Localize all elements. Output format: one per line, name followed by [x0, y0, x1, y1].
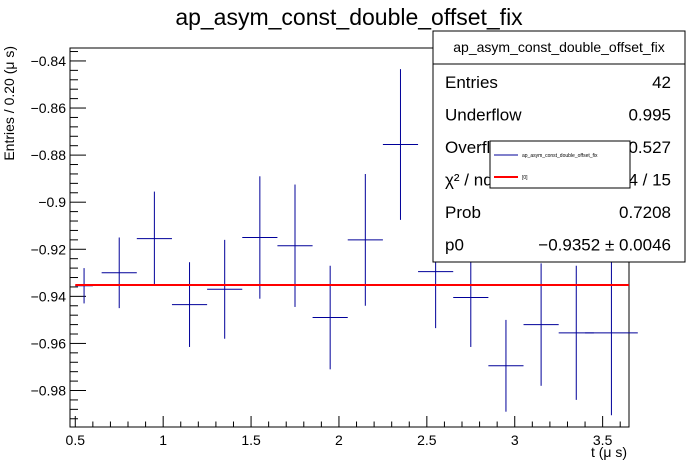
legend-label: ap_asym_const_double_offset_fix [522, 153, 598, 159]
x-tick-label: 3 [511, 432, 519, 448]
y-tick-label: −0.84 [31, 53, 67, 69]
data-point [382, 69, 419, 220]
x-tick-label: 1 [159, 432, 167, 448]
stats-label: p0 [445, 236, 464, 255]
y-tick-label: −0.88 [31, 147, 67, 163]
stats-label: Underflow [445, 106, 522, 125]
y-axis-label: Entries / 0.20 (μ s) [1, 46, 17, 161]
chart-title: ap_asym_const_double_offset_fix [175, 4, 523, 30]
data-point [488, 319, 524, 412]
stats-value: 0.7208 [619, 203, 671, 222]
data-point [347, 173, 383, 306]
y-tick-label: −0.98 [31, 383, 67, 399]
y-tick-label: −0.92 [31, 241, 67, 257]
y-tick-label: −0.86 [31, 100, 67, 116]
legend-frame [489, 140, 631, 189]
x-axis-label: t (μ s) [591, 444, 627, 460]
legend-label: [0] [522, 175, 528, 181]
data-point [453, 248, 489, 347]
x-tick-label: 2.5 [417, 432, 437, 448]
data-point [136, 191, 172, 286]
stats-value: −0.9352 ± 0.0046 [538, 236, 671, 255]
x-tick-label: 1.5 [241, 432, 261, 448]
stats-label: Entries [445, 73, 498, 92]
stats-value: 0.995 [628, 106, 671, 125]
y-tick-label: −0.94 [31, 288, 67, 304]
data-point [242, 176, 278, 299]
data-point [277, 184, 313, 307]
data-point [207, 239, 243, 339]
data-point [523, 263, 559, 386]
x-axis: 0.5 1 1.5 2 2.5 3 3.5 [66, 416, 621, 448]
stats-value: 42 [652, 73, 671, 92]
y-tick-label: −0.96 [31, 335, 67, 351]
data-points [75, 69, 638, 416]
stats-box-title: ap_asym_const_double_offset_fix [453, 39, 664, 55]
y-axis: −0.84 −0.86 −0.88 −0.9 −0.92 −0.94 −0.96 −0.98 [31, 51, 86, 420]
data-point [312, 265, 348, 370]
x-tick-label: 0.5 [66, 432, 86, 448]
stats-value: 4 / 15 [628, 171, 671, 190]
data-point [101, 237, 137, 309]
stats-label: χ² / ndf [445, 171, 498, 190]
legend-entries: ap_asym_const_double_offset_fix [0] [494, 153, 598, 181]
y-tick-label: −0.9 [38, 194, 66, 210]
x-tick-label: 3.5 [593, 432, 613, 448]
stats-value: 0.527 [628, 138, 671, 157]
data-point [171, 262, 208, 347]
data-point [585, 250, 638, 416]
stats-label: Prob [445, 203, 481, 222]
x-tick-label: 2 [335, 432, 343, 448]
legend: ap_asym_const_double_offset_fix [0] [489, 140, 631, 189]
